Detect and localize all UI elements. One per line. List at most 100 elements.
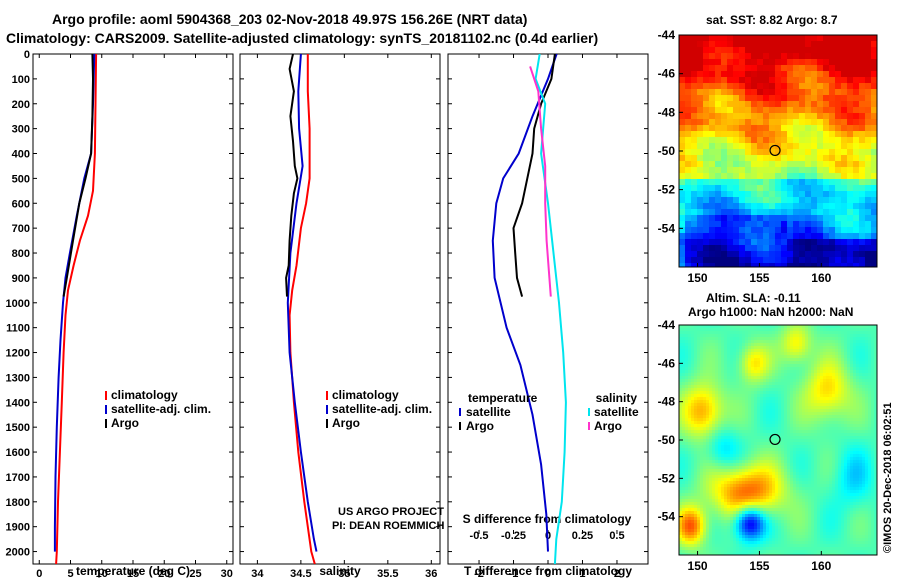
heat-cell xyxy=(835,137,842,144)
heat-cell xyxy=(871,337,875,341)
heat-cell xyxy=(697,245,704,252)
heat-cell xyxy=(808,454,812,458)
heat-cell xyxy=(697,385,701,389)
heat-cell xyxy=(838,418,842,422)
heat-cell xyxy=(763,397,767,401)
heat-cell xyxy=(811,379,815,383)
heat-cell xyxy=(868,472,872,476)
heat-cell xyxy=(715,457,719,461)
heat-cell xyxy=(739,334,743,338)
heat-cell xyxy=(775,173,782,180)
heat-cell xyxy=(703,397,707,401)
heat-cell xyxy=(697,215,704,222)
heat-cell xyxy=(736,421,740,425)
heat-cell xyxy=(823,53,830,60)
heat-cell xyxy=(832,409,836,413)
heat-cell xyxy=(682,379,686,383)
heat-cell xyxy=(859,185,866,192)
heat-cell xyxy=(748,442,752,446)
heat-cell xyxy=(763,421,767,425)
heat-cell xyxy=(694,343,698,347)
heat-cell xyxy=(874,469,877,473)
heat-cell xyxy=(853,191,860,198)
heat-cell xyxy=(787,355,791,359)
heat-cell xyxy=(811,361,815,365)
heat-cell xyxy=(757,143,764,150)
heat-cell xyxy=(757,119,764,126)
heat-cell xyxy=(814,451,818,455)
heat-cell xyxy=(796,469,800,473)
heat-cell xyxy=(814,346,818,350)
heat-cell xyxy=(820,451,824,455)
heat-cell xyxy=(763,77,770,84)
heat-cell xyxy=(853,370,857,374)
heat-cell xyxy=(715,394,719,398)
heat-cell xyxy=(766,328,770,332)
heat-cell xyxy=(769,412,773,416)
heat-cell xyxy=(832,472,836,476)
heat-cell xyxy=(826,427,830,431)
heat-cell xyxy=(682,382,686,386)
heat-cell xyxy=(787,385,791,389)
heat-cell xyxy=(781,385,785,389)
heat-cell xyxy=(793,382,797,386)
heat-cell xyxy=(793,436,797,440)
heat-cell xyxy=(829,361,833,365)
heat-cell xyxy=(778,376,782,380)
heat-cell xyxy=(790,403,794,407)
heat-cell xyxy=(862,448,866,452)
heat-cell xyxy=(817,35,824,42)
heat-cell xyxy=(697,343,701,347)
heat-cell xyxy=(682,355,686,359)
heat-cell xyxy=(745,161,752,168)
heat-cell xyxy=(703,379,707,383)
heat-cell xyxy=(775,430,779,434)
heat-cell xyxy=(793,352,797,356)
heat-cell xyxy=(823,391,827,395)
heat-cell xyxy=(679,361,683,365)
heat-cell xyxy=(856,340,860,344)
heat-cell xyxy=(817,418,821,422)
heat-cell xyxy=(787,436,791,440)
heat-cell xyxy=(679,233,686,240)
heat-cell xyxy=(751,331,755,335)
heat-cell xyxy=(823,227,830,234)
heat-cell xyxy=(778,388,782,392)
heat-cell xyxy=(727,409,731,413)
heat-cell xyxy=(823,325,827,329)
heat-cell xyxy=(778,412,782,416)
heat-cell xyxy=(847,454,851,458)
heat-cell xyxy=(679,445,683,449)
heat-cell xyxy=(769,215,776,222)
heat-cell xyxy=(829,391,833,395)
heat-cell xyxy=(829,427,833,431)
heat-cell xyxy=(775,397,779,401)
heat-cell xyxy=(811,337,815,341)
heat-cell xyxy=(736,334,740,338)
heat-cell xyxy=(703,71,710,78)
heat-cell xyxy=(760,355,764,359)
heat-cell xyxy=(829,346,833,350)
heat-cell xyxy=(850,388,854,392)
heat-cell xyxy=(685,385,689,389)
heat-cell xyxy=(808,418,812,422)
heat-cell xyxy=(853,433,857,437)
heat-cell xyxy=(709,53,716,60)
heat-cell xyxy=(811,89,818,96)
heat-cell xyxy=(802,463,806,467)
heat-cell xyxy=(751,394,755,398)
heat-cell xyxy=(856,328,860,332)
heat-cell xyxy=(709,137,716,144)
heat-cell xyxy=(694,427,698,431)
heat-cell xyxy=(778,385,782,389)
heat-cell xyxy=(859,155,866,162)
heat-cell xyxy=(697,325,701,329)
heat-cell xyxy=(745,239,752,246)
heat-cell xyxy=(775,89,782,96)
heat-cell xyxy=(754,457,758,461)
heat-cell xyxy=(766,466,770,470)
heat-cell xyxy=(679,161,686,168)
heat-cell xyxy=(685,436,689,440)
heat-cell xyxy=(679,71,686,78)
heat-cell xyxy=(865,251,872,258)
